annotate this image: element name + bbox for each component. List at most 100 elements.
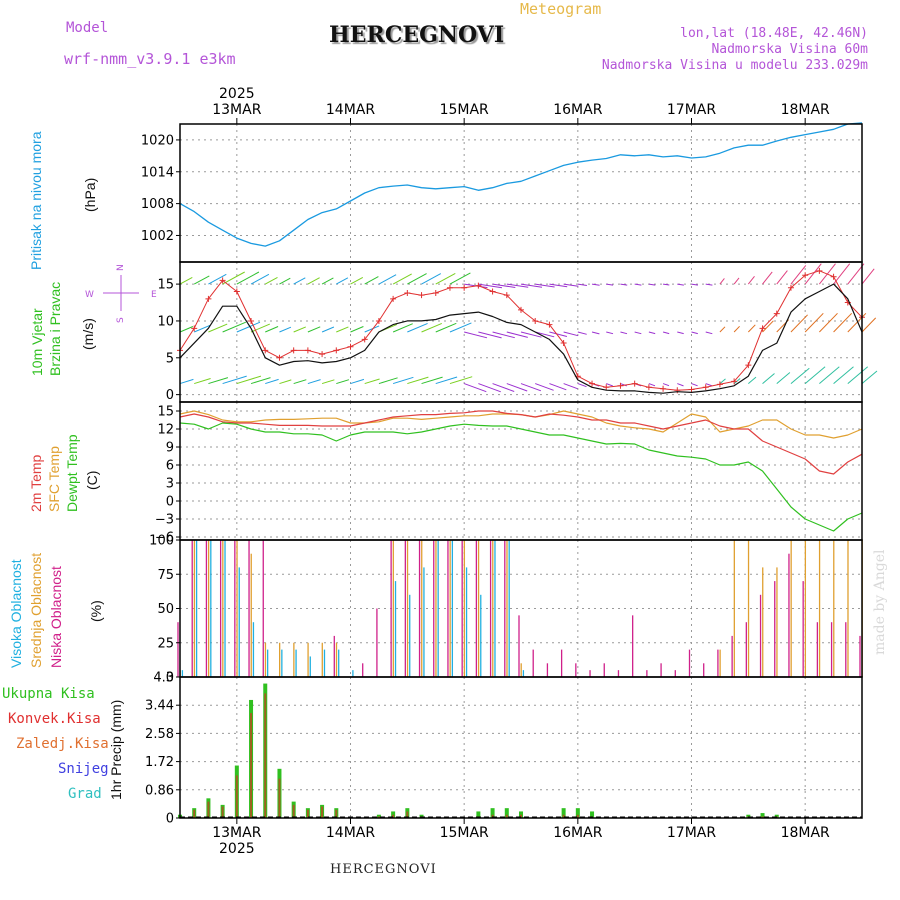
wind-barb xyxy=(407,376,429,385)
wind-barb xyxy=(662,383,670,387)
y-tick-label: 75 xyxy=(157,568,174,583)
wind-barb xyxy=(648,331,656,335)
wind-barb xyxy=(563,383,578,390)
y-tick-label: 0 xyxy=(166,812,174,827)
y-tick-label: 25 xyxy=(157,636,174,651)
y-tick-label: 100 xyxy=(149,534,174,549)
wind-barb xyxy=(321,277,334,285)
wind-barb xyxy=(719,326,726,333)
y-tick-label: 2.58 xyxy=(145,727,174,742)
wind-barb xyxy=(506,283,529,288)
wind-barb xyxy=(236,375,262,385)
y-tick-label: 15 xyxy=(157,405,174,420)
compass-n: N xyxy=(116,264,126,271)
wind-barb xyxy=(392,273,412,285)
wind-barb xyxy=(435,322,457,333)
precip-conv-bar xyxy=(221,806,224,818)
wind-barb xyxy=(563,283,579,287)
wind-barb xyxy=(762,320,774,333)
wind-barb xyxy=(549,383,567,391)
wind-barb xyxy=(691,383,698,387)
wind-barb xyxy=(506,383,528,392)
precip-legend-total: Ukupna Kisa xyxy=(2,686,95,702)
wind-barb xyxy=(591,283,600,286)
precip-conv-bar xyxy=(505,814,508,818)
y-tick-label: 12 xyxy=(157,423,174,438)
wind-barb xyxy=(449,272,471,285)
wind-barb xyxy=(847,312,867,333)
precip-conv-bar xyxy=(377,816,380,818)
wind-barb xyxy=(705,383,713,387)
wind-barb xyxy=(307,379,321,385)
y-tick-label: 1020 xyxy=(141,133,174,148)
top-day-label: 13MAR xyxy=(212,102,261,118)
wind-barb xyxy=(350,326,364,333)
wind-barb xyxy=(719,378,726,384)
wind-barb xyxy=(392,376,414,385)
wind-barb xyxy=(506,331,528,338)
wind-barb xyxy=(620,331,628,335)
wind-barb xyxy=(194,378,211,385)
y-tick-label: 0 xyxy=(166,495,174,510)
wind-barb xyxy=(208,377,229,385)
compass-w: W xyxy=(85,290,94,300)
wind-barb xyxy=(705,283,713,286)
y-tick-label: 0 xyxy=(166,671,174,686)
wind-barb xyxy=(179,326,194,333)
precip-legend-hail: Grad xyxy=(68,786,102,802)
wind-barb xyxy=(336,277,349,285)
model-name: wrf-nmm_v3.9.1 e3km xyxy=(64,50,236,68)
bottom-day-label: 16MAR xyxy=(553,825,602,841)
wind-barb xyxy=(193,275,210,285)
wind-barb xyxy=(378,274,397,285)
wind-barb xyxy=(677,283,684,286)
wind-barb xyxy=(179,276,193,285)
wind-barb xyxy=(790,265,807,285)
precip-legend-frozen: Zaledj.Kisa xyxy=(16,736,109,752)
wind-barb xyxy=(307,277,320,285)
top-year-label: 2025 xyxy=(219,86,255,102)
wind-barb xyxy=(535,383,554,391)
top-day-label: 15MAR xyxy=(440,102,489,118)
bottom-year-label: 2025 xyxy=(219,841,255,857)
wind-barb xyxy=(747,324,756,333)
wind-barb xyxy=(492,331,515,339)
y-tick-label: 1008 xyxy=(141,197,174,212)
precip-conv-bar xyxy=(292,804,295,818)
wind-barb xyxy=(421,322,442,333)
wind-barb xyxy=(691,331,698,335)
wind-barb xyxy=(733,325,740,333)
wind-barb xyxy=(563,331,579,337)
wind-barb xyxy=(634,331,642,335)
wind-barb xyxy=(833,366,854,384)
wind-barb xyxy=(748,376,757,384)
precip-conv-bar xyxy=(235,775,238,818)
wind-barb xyxy=(733,277,740,285)
wind-barb xyxy=(790,367,810,384)
wind-barb xyxy=(321,379,335,385)
wind-barb xyxy=(535,331,555,338)
wind-barb xyxy=(336,326,349,333)
wind-barb xyxy=(222,321,246,333)
station-title: HERCEGNOVI xyxy=(329,22,505,48)
wind-barb xyxy=(250,273,270,285)
wind-barb xyxy=(236,271,260,285)
y-tick-label: −3 xyxy=(155,513,174,528)
y-tick-label: 6 xyxy=(166,459,174,474)
wind-barb xyxy=(208,273,227,285)
wind-barb xyxy=(222,375,247,385)
wind-speed-line xyxy=(179,283,863,394)
lonlat-label: lon,lat (18.48E, 42.46N) xyxy=(680,26,868,41)
compass-s: S xyxy=(116,317,126,323)
precip-conv-bar xyxy=(193,809,196,818)
wind-barb xyxy=(606,331,614,335)
wind-barb xyxy=(250,323,270,333)
wind-barb xyxy=(307,326,321,333)
wind-barb xyxy=(293,326,306,333)
wind-barb xyxy=(350,276,364,285)
wind-barb xyxy=(691,283,698,286)
y-tick-label: 10 xyxy=(157,314,174,329)
wind-barb xyxy=(620,383,627,387)
wind-barb xyxy=(662,331,670,335)
precip-conv-bar xyxy=(576,814,579,818)
